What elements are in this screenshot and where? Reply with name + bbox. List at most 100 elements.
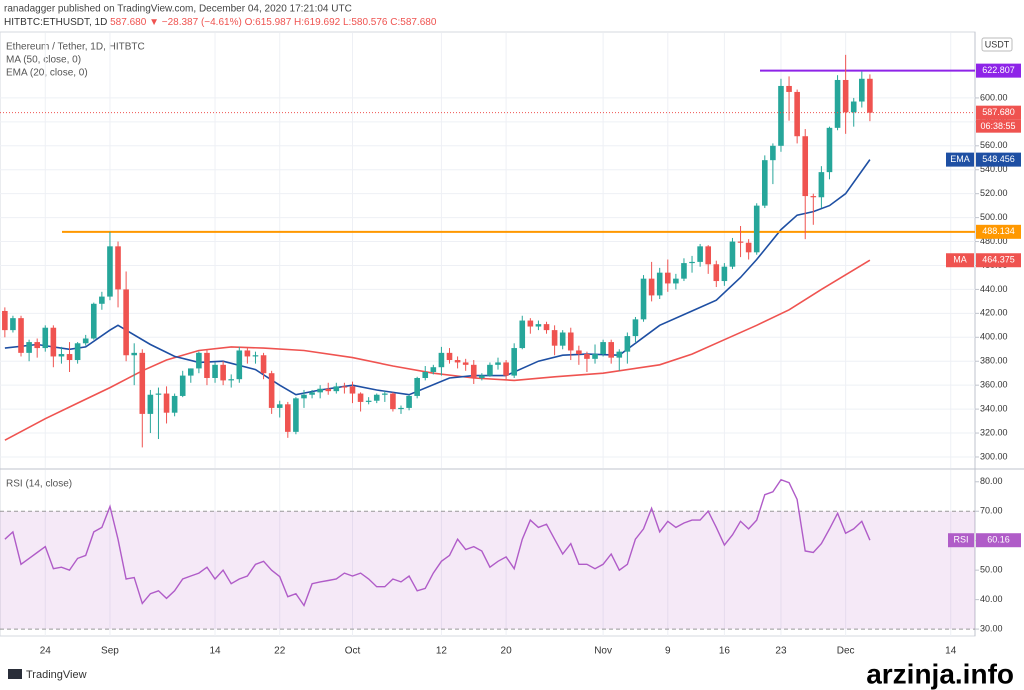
candle-body	[454, 360, 461, 363]
candle-body	[139, 352, 146, 414]
candle-body	[503, 362, 509, 376]
candle-body	[155, 393, 162, 395]
symbol: HITBTC:ETHUSDT, 1D	[4, 17, 107, 28]
candle-body	[624, 336, 631, 352]
candle-body	[163, 393, 170, 413]
y-tick-label: 400.00	[980, 332, 1008, 342]
candle-body	[10, 318, 16, 331]
candle-body	[535, 324, 542, 327]
candle-body	[802, 136, 809, 197]
candle-body	[236, 350, 243, 380]
candle-body	[737, 241, 744, 243]
candle-body	[648, 278, 655, 296]
candle-body	[567, 332, 574, 351]
candle-body	[357, 393, 364, 402]
candle-body	[422, 372, 429, 378]
candle-body	[745, 242, 752, 253]
candle-body	[527, 320, 534, 327]
candle-body	[276, 404, 283, 408]
candle-body	[18, 318, 24, 353]
y-tick-label: 420.00	[980, 308, 1008, 318]
candle-body	[673, 278, 679, 284]
x-tick-label: 23	[775, 646, 787, 657]
candle-body	[430, 367, 437, 373]
header-line: HITBTC:ETHUSDT, 1D 587.680 ▼ −28.387 (−4…	[4, 17, 437, 28]
y-tick-label: 500.00	[980, 212, 1008, 222]
candle-body	[390, 393, 396, 410]
indicator-badge: 464.375	[982, 255, 1015, 265]
candle-body	[179, 375, 186, 396]
legend-ema: EMA (20, close, 0)	[6, 68, 88, 79]
candle-body	[196, 352, 202, 369]
y-tick-label: 80.00	[980, 476, 1003, 486]
candle-body	[842, 79, 849, 113]
candle-body	[220, 364, 226, 381]
x-tick-label: Oct	[345, 646, 361, 657]
candle-body	[123, 289, 129, 356]
candle-body	[325, 388, 332, 392]
candle-body	[479, 375, 485, 378]
y-tick-label: 30.00	[980, 623, 1003, 633]
badge-label: RSI	[953, 535, 968, 545]
badge-label-box	[948, 533, 974, 548]
level-badge-box	[976, 224, 1021, 239]
candle-body	[66, 354, 73, 361]
ohlc: O:615.987 H:619.692 L:580.576 C:587.680	[245, 17, 437, 28]
candle-body	[99, 296, 105, 304]
level-badge: 622.807	[982, 65, 1015, 75]
badge-label-box	[946, 152, 974, 167]
candle-body	[519, 320, 526, 349]
x-tick-label: 12	[436, 646, 448, 657]
candle-body	[107, 246, 113, 297]
badge-label: EMA	[950, 154, 970, 164]
candle-body	[204, 352, 210, 378]
candle-body	[713, 264, 720, 282]
candle-body	[616, 351, 623, 358]
candle-body	[705, 246, 712, 265]
candle-body	[309, 392, 315, 395]
candle-body	[42, 327, 49, 349]
x-tick-label: 20	[501, 646, 513, 657]
candle-body	[592, 354, 598, 359]
candle-body	[511, 348, 517, 376]
indicator-line	[4, 159, 871, 396]
candle-body	[349, 386, 356, 394]
legend-ma: MA (50, close, 0)	[6, 55, 81, 66]
candle-body	[850, 101, 857, 113]
x-tick-label: 14	[209, 646, 221, 657]
currency-box	[981, 37, 1013, 52]
x-tick-label: 9	[665, 646, 671, 657]
candle-body	[406, 395, 412, 408]
candle-body	[317, 388, 323, 393]
y-tick-label: 380.00	[980, 356, 1008, 366]
candle-body	[2, 310, 8, 331]
candle-body	[252, 355, 259, 357]
last-price: 587.680	[110, 17, 147, 28]
rsi-badge-box	[976, 533, 1021, 548]
candle-body	[446, 352, 453, 361]
candle-body	[82, 338, 89, 344]
candle-body	[867, 78, 873, 113]
candle-body	[834, 79, 841, 128]
x-tick-label: Dec	[837, 646, 855, 657]
candle-body	[762, 160, 768, 206]
candle-body	[576, 350, 582, 355]
candle-body	[543, 324, 550, 331]
candle-body	[438, 352, 445, 368]
watermark: arzinja.info	[866, 658, 1014, 689]
badge-label-box	[946, 253, 974, 268]
candle-body	[293, 398, 299, 432]
y-tick-label: 600.00	[980, 92, 1008, 102]
rsi-title: RSI (14, close)	[6, 479, 72, 490]
candle-body	[58, 354, 65, 357]
countdown: 06:38:55	[980, 121, 1015, 131]
y-tick-label: 360.00	[980, 380, 1008, 390]
candle-body	[859, 78, 865, 102]
change: ▼ −28.387 (−4.61%)	[149, 17, 242, 28]
candle-body	[131, 352, 138, 356]
x-tick-label: 14	[945, 646, 957, 657]
candle-body	[794, 91, 800, 137]
candle-body	[90, 303, 97, 339]
candle-body	[187, 368, 194, 376]
